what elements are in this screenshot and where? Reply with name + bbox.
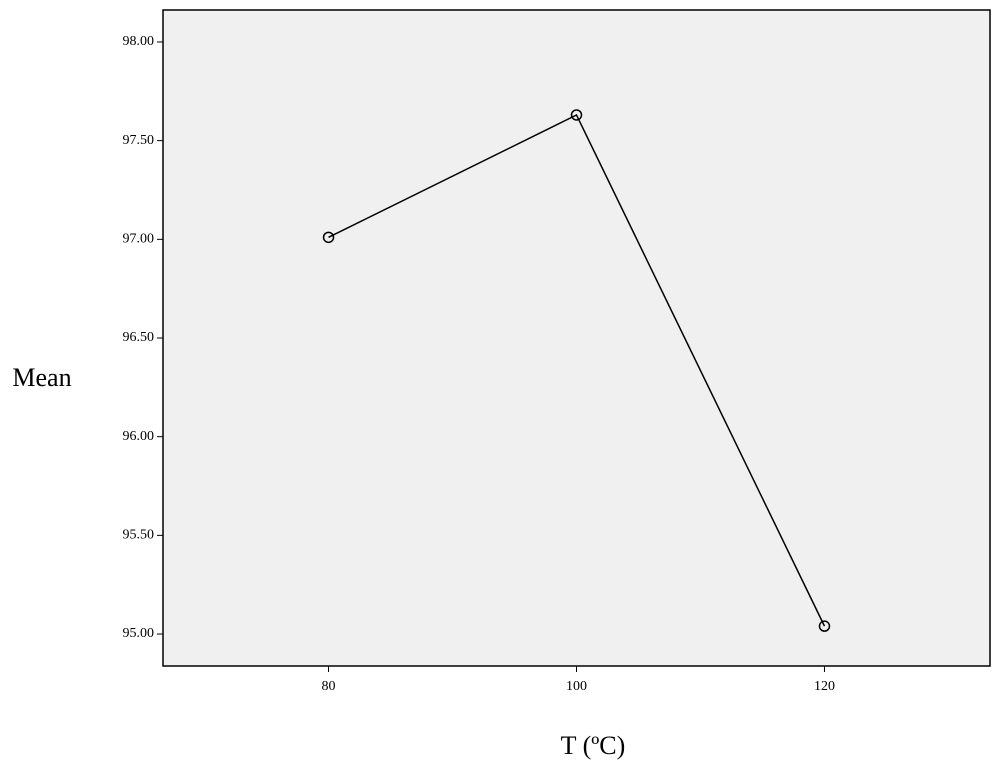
y-tick-label: 95.50 <box>123 528 155 543</box>
x-axis-label: T (ºC) <box>561 731 626 760</box>
y-tick-label: 96.00 <box>123 429 155 444</box>
x-tick-label: 80 <box>322 679 336 694</box>
x-tick-label: 100 <box>566 679 587 694</box>
y-tick-label: 97.50 <box>123 133 155 148</box>
data-point <box>322 231 335 244</box>
x-tick-label: 120 <box>814 679 835 694</box>
data-point <box>818 620 831 632</box>
y-tick-label: 96.50 <box>123 330 155 345</box>
y-tick-label: 95.00 <box>123 626 155 641</box>
data-point <box>570 109 583 121</box>
y-tick-label: 97.00 <box>123 232 155 247</box>
y-axis-label: Mean <box>12 363 71 392</box>
plot-area <box>162 9 991 667</box>
y-tick-label: 98.00 <box>123 34 155 49</box>
data-line <box>328 113 826 627</box>
